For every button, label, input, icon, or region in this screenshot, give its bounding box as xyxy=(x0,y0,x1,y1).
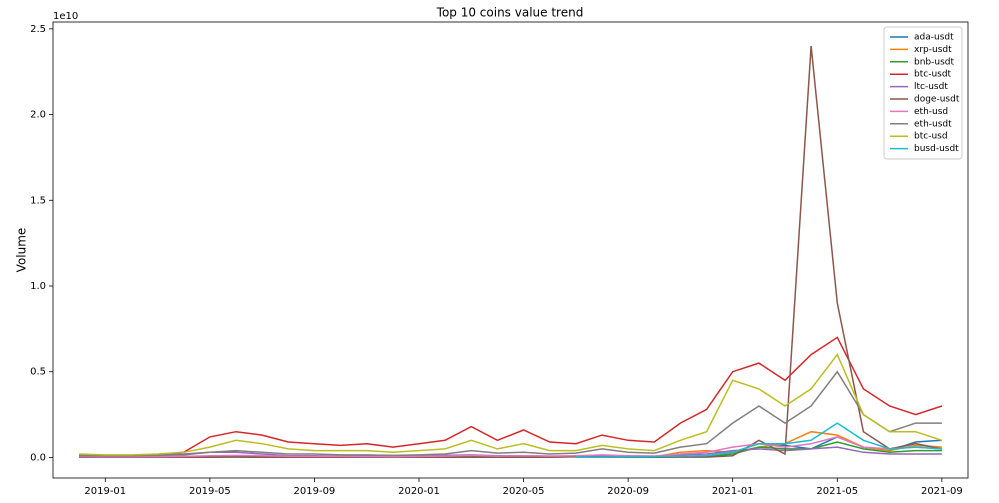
x-tick-label: 2020-01 xyxy=(398,486,440,497)
x-tick-label: 2020-05 xyxy=(503,486,545,497)
y-tick-label: 0.5 xyxy=(30,367,46,378)
y-offset-label: 1e10 xyxy=(53,11,78,22)
legend-label: ltc-usdt xyxy=(914,82,948,92)
x-tick-label: 2019-05 xyxy=(189,486,231,497)
series-line xyxy=(79,45,943,459)
legend-label: xrp-usdt xyxy=(914,45,952,55)
legend-label: busd-usdt xyxy=(914,144,959,154)
series-line xyxy=(79,353,943,456)
legend-label: btc-usdt xyxy=(914,70,952,80)
legend-label: bnb-usdt xyxy=(914,57,954,67)
y-tick-label: 0.0 xyxy=(30,452,46,463)
y-axis-label: Volume xyxy=(15,228,29,273)
x-tick-label: 2020-09 xyxy=(607,486,649,497)
y-tick-label: 1.5 xyxy=(30,195,46,206)
series-line xyxy=(79,336,943,457)
x-tick-label: 2021-05 xyxy=(816,486,858,497)
series-line xyxy=(575,422,942,459)
legend-label: eth-usd xyxy=(914,107,948,117)
x-tick-label: 2021-09 xyxy=(921,486,963,497)
series-line xyxy=(79,370,942,457)
plot-frame xyxy=(52,21,969,479)
y-tick-label: 2.5 xyxy=(30,24,46,35)
legend-label: eth-usdt xyxy=(914,119,952,129)
legend-label: ada-usdt xyxy=(914,33,954,43)
y-tick-label: 2.0 xyxy=(30,110,46,121)
x-tick-label: 2019-01 xyxy=(84,486,126,497)
chart-title: Top 10 coins value trend xyxy=(436,6,584,20)
y-tick-label: 1.0 xyxy=(30,281,46,292)
legend-label: btc-usd xyxy=(914,132,948,142)
legend-label: doge-usdt xyxy=(914,95,960,105)
x-tick-label: 2021-01 xyxy=(712,486,754,497)
series-line xyxy=(79,436,942,458)
legend-box xyxy=(883,26,963,160)
x-tick-label: 2019-09 xyxy=(294,486,336,497)
